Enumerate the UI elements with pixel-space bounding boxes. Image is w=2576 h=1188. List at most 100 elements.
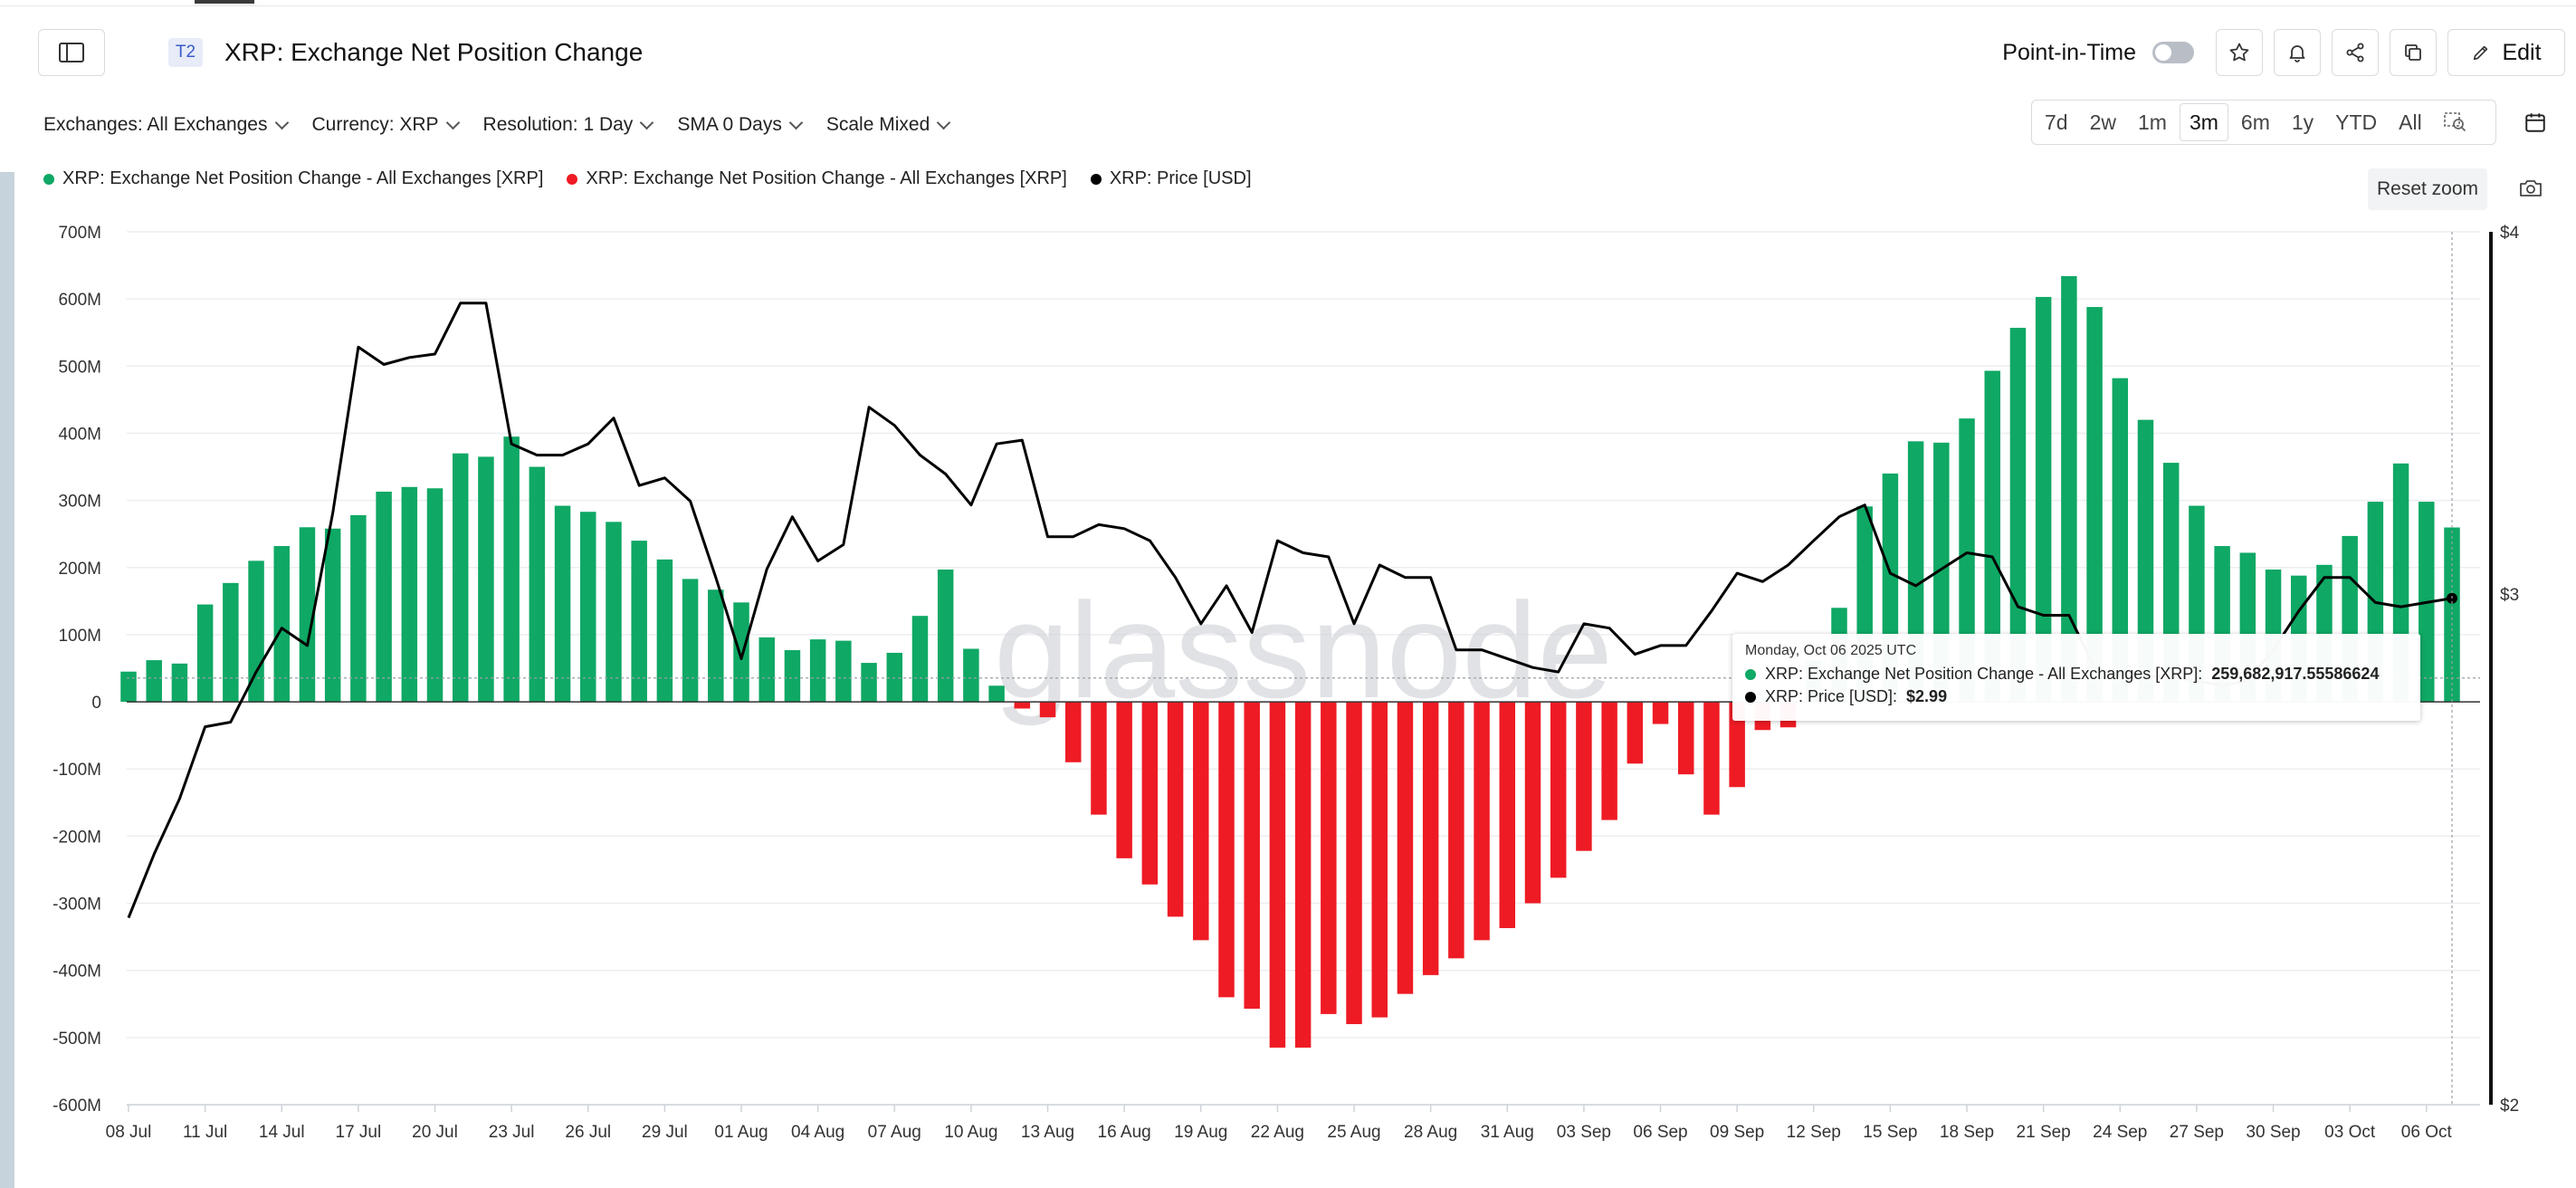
x-tick-label: 08 Jul [106, 1123, 152, 1142]
exchanges-label: Exchanges: All Exchanges [43, 114, 268, 135]
range-1y[interactable]: 1y [2291, 110, 2314, 134]
chevron-down-icon [640, 115, 654, 130]
x-tick-label: 29 Jul [642, 1123, 688, 1142]
legend-item-price[interactable]: XRP: Price [USD] [1090, 168, 1252, 189]
range-6m[interactable]: 6m [2240, 110, 2270, 134]
bar-positive [758, 637, 775, 703]
bar-positive [529, 466, 546, 703]
bar-negative [1294, 702, 1312, 1048]
edit-button[interactable]: Edit [2447, 29, 2565, 76]
bar-positive [835, 640, 852, 703]
range-1m[interactable]: 1m [2138, 110, 2167, 134]
screenshot-button[interactable] [2514, 174, 2547, 203]
left-scrollbar[interactable] [0, 172, 14, 1188]
bar-positive [1984, 370, 2000, 703]
chevron-down-icon [936, 115, 951, 130]
y-tick-label: 0 [91, 694, 101, 713]
range-3m[interactable]: 3m [2179, 103, 2228, 141]
filter-bar: Exchanges: All Exchanges Currency: XRP R… [43, 107, 951, 143]
bar-positive [809, 639, 826, 703]
y-right-tick-label: $4 [2500, 224, 2520, 243]
bar-negative [1371, 702, 1388, 1018]
bar-positive [911, 616, 929, 703]
bar-positive [120, 671, 137, 703]
bar-positive [886, 652, 903, 703]
scale-label: Scale Mixed [825, 114, 930, 135]
legend-item-negative[interactable]: XRP: Exchange Net Position Change - All … [567, 168, 1067, 189]
bell-icon [2289, 45, 2305, 62]
x-tick-label: 18 Sep [1940, 1123, 1994, 1142]
tooltip-dot [1745, 691, 1756, 703]
camera-icon [2520, 180, 2542, 196]
header-actions: Point-in-Time Edit [2002, 27, 2565, 78]
bar-negative [1550, 702, 1567, 878]
tooltip-dot [1745, 668, 1756, 680]
toggle-sidebar-button[interactable] [38, 29, 105, 76]
y-tick-label: 600M [58, 291, 101, 310]
share-button[interactable] [2332, 29, 2379, 76]
x-tick-label: 06 Sep [1633, 1123, 1687, 1142]
x-tick-label: 15 Sep [1863, 1123, 1917, 1142]
range-ytd[interactable]: YTD [2335, 110, 2378, 134]
bar-positive [171, 663, 188, 703]
y-tick-label: -200M [52, 828, 101, 847]
range-7d[interactable]: 7d [2045, 110, 2068, 134]
x-tick-label: 11 Jul [183, 1123, 227, 1142]
calendar-button[interactable] [2507, 100, 2563, 145]
bar-negative [1652, 702, 1669, 724]
bar-negative [1141, 702, 1159, 885]
bar-negative [1193, 702, 1209, 941]
tooltip-series2-label: XRP: Price [USD]: [1765, 687, 1898, 705]
reset-zoom-button[interactable]: Reset zoom [2368, 168, 2487, 210]
x-tick-label: 24 Sep [2093, 1123, 2147, 1142]
resolution-dropdown[interactable]: Resolution: 1 Day [483, 107, 654, 143]
price-line [127, 302, 2453, 919]
sma-label: SMA 0 Days [677, 114, 782, 135]
calendar-icon [2525, 113, 2545, 132]
favorite-button[interactable] [2216, 29, 2263, 76]
bar-negative [1524, 702, 1541, 904]
range-all[interactable]: All [2399, 110, 2422, 134]
bar-positive [146, 660, 162, 703]
scale-dropdown[interactable]: Scale Mixed [825, 107, 951, 143]
y-tick-label: 500M [58, 358, 101, 377]
bar-positive [324, 528, 341, 703]
bar-negative [1677, 702, 1694, 775]
bar-negative [1729, 702, 1745, 788]
sma-dropdown[interactable]: SMA 0 Days [677, 107, 804, 143]
bar-positive [1959, 418, 1975, 703]
bar-negative [1064, 702, 1082, 762]
chart-tooltip: Monday, Oct 06 2025 UTC XRP: Exchange Ne… [1732, 634, 2420, 721]
alert-button[interactable] [2274, 29, 2321, 76]
y-tick-label: -500M [52, 1030, 101, 1049]
y-tick-label: -600M [52, 1097, 101, 1116]
bar-positive [223, 582, 239, 703]
bar-negative [1321, 702, 1337, 1014]
bar-negative [1167, 702, 1184, 917]
currency-dropdown[interactable]: Currency: XRP [312, 107, 460, 143]
legend-item-positive[interactable]: XRP: Exchange Net Position Change - All … [43, 168, 543, 189]
bar-positive [988, 685, 1005, 703]
tooltip-row-price: XRP: Price [USD]: $2.99 [1745, 687, 2408, 706]
pencil-icon [2474, 45, 2488, 61]
x-tick-label: 01 Aug [714, 1123, 768, 1142]
exchanges-dropdown[interactable]: Exchanges: All Exchanges [43, 107, 289, 143]
time-range-selector: 7d 2w 1m 3m 6m 1y YTD All [2031, 100, 2496, 145]
zoom-select-button[interactable] [2435, 104, 2476, 140]
chevron-down-icon [274, 115, 289, 130]
tooltip-series1-label: XRP: Exchange Net Position Change - All … [1765, 665, 2203, 683]
bar-negative [1091, 702, 1107, 815]
bar-positive [937, 569, 954, 703]
range-2w[interactable]: 2w [2089, 110, 2116, 134]
x-tick-label: 06 Oct [2401, 1123, 2453, 1142]
y-right-tick-label: $2 [2500, 1097, 2519, 1116]
copy-button[interactable] [2390, 29, 2437, 76]
y-tick-label: 300M [58, 493, 101, 512]
bar-negative [1218, 702, 1235, 998]
chevron-down-icon [788, 115, 804, 130]
point-in-time-toggle[interactable] [2152, 42, 2194, 63]
legend-dot [567, 173, 578, 185]
chart-legend: XRP: Exchange Net Position Change - All … [43, 168, 1252, 189]
toggle-knob [2155, 44, 2171, 61]
legend-label: XRP: Exchange Net Position Change - All … [62, 168, 544, 188]
